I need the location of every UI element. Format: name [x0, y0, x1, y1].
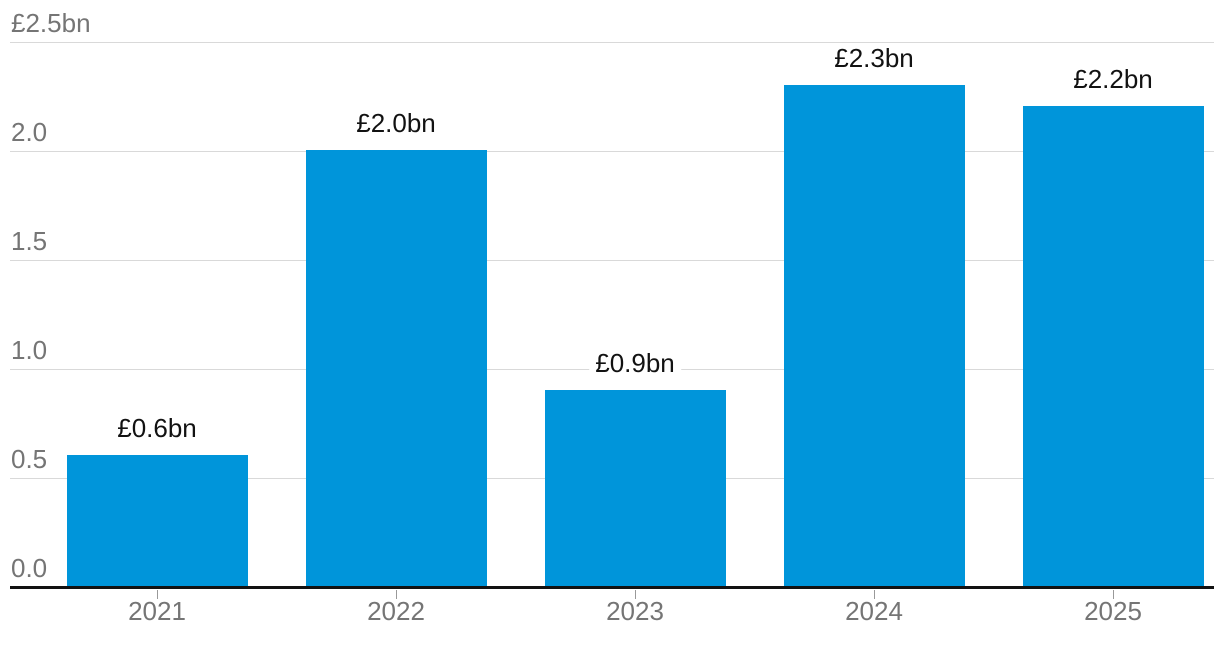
x-axis-line	[10, 586, 1214, 589]
y-tick-label: 0.0	[11, 553, 48, 583]
x-tick	[1113, 590, 1114, 599]
bar-2021	[66, 455, 248, 586]
bar-value-label: £2.0bn	[350, 110, 442, 136]
bar-value-label: £2.3bn	[828, 44, 920, 71]
y-tick-label: £2.5bn	[11, 8, 91, 38]
y-tick-label: 1.0	[11, 335, 48, 365]
x-tick-label-2023: 2023	[606, 596, 664, 626]
x-tick	[157, 590, 158, 599]
bar-value-label: £0.6bn	[111, 415, 203, 442]
bar-value-label: £0.9bn	[589, 349, 681, 376]
x-tick	[396, 590, 397, 599]
x-tick	[635, 590, 636, 599]
y-tick-label: 0.5	[11, 444, 48, 474]
bar-2025	[1022, 106, 1204, 586]
x-tick-label-2024: 2024	[845, 596, 903, 626]
bar-2024	[783, 85, 965, 586]
x-tick	[874, 590, 875, 599]
gridline	[10, 260, 1214, 261]
gridline	[10, 151, 1214, 152]
x-tick-label-2022: 2022	[367, 596, 425, 626]
bar-2023	[544, 390, 726, 586]
gridline	[10, 42, 1214, 43]
y-tick-label: 2.0	[11, 117, 48, 147]
x-tick-label-2021: 2021	[128, 596, 186, 626]
bar-2022	[305, 150, 487, 586]
bar-value-label: £2.2bn	[1067, 66, 1159, 93]
y-tick-label: 1.5	[11, 226, 48, 256]
x-tick-label-2025: 2025	[1084, 596, 1142, 626]
